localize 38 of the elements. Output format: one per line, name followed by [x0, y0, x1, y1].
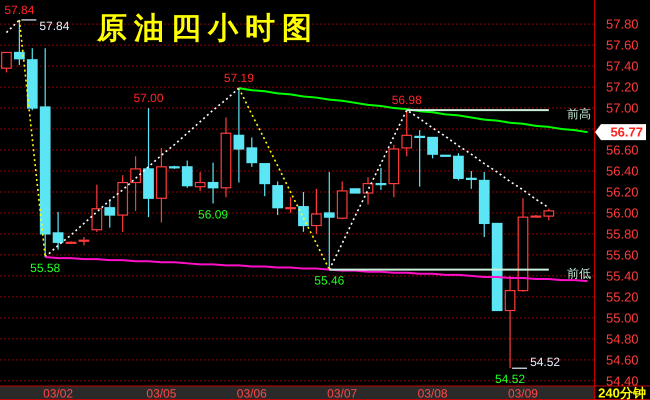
annotation: 56.98 [392, 93, 422, 108]
text: 240分钟 [598, 386, 646, 400]
series-label: 前低 [566, 266, 591, 281]
annotation: 55.58 [30, 261, 61, 276]
y-tick-label: 55.80 [606, 226, 639, 242]
chart-title: 原油四小时图 [96, 11, 319, 46]
y-tick-label: 57.20 [606, 80, 639, 95]
x-tick-label: 03/05 [146, 386, 177, 400]
annotation: 57.84 [4, 2, 35, 17]
annotation: 57.00 [133, 91, 164, 106]
y-tick-label: 57.40 [606, 58, 639, 74]
annotation: 54.52 [495, 372, 526, 386]
x-tick-label: 03/09 [508, 386, 538, 400]
y-tick-label: 57.60 [606, 38, 639, 53]
x-tick-label: 03/06 [236, 386, 268, 400]
y-tick-label: 54.60 [606, 352, 639, 368]
y-tick-label: 55.00 [606, 310, 639, 326]
y-tick-label: 55.20 [606, 289, 639, 304]
y-tick-label: 56.00 [606, 205, 639, 220]
y-tick-label: 57.00 [606, 100, 639, 116]
y-tick-label: 56.20 [606, 184, 639, 200]
y-tick-label: 56.60 [606, 142, 639, 158]
x-tick-label: 03/08 [418, 386, 448, 400]
y-tick-label: 55.40 [606, 268, 639, 284]
x-tick-label: 03/02 [43, 386, 74, 400]
annotation: 57.19 [224, 71, 254, 86]
annotation: 54.52 [530, 355, 560, 370]
y-tick-label: 54.80 [606, 331, 639, 346]
y-tick-label: 56.40 [606, 163, 639, 178]
y-tick-label: 57.80 [606, 16, 639, 32]
data-label: 56.77 [610, 124, 643, 140]
series-label: 前高 [566, 107, 591, 122]
annotation: 57.84 [39, 18, 70, 33]
y-tick-label: 55.60 [606, 247, 639, 262]
value-label: 56.77 [595, 124, 646, 140]
annotation: 56.09 [198, 208, 228, 222]
x-tick-label: 03/07 [327, 386, 358, 400]
annotation: 55.46 [314, 274, 345, 288]
